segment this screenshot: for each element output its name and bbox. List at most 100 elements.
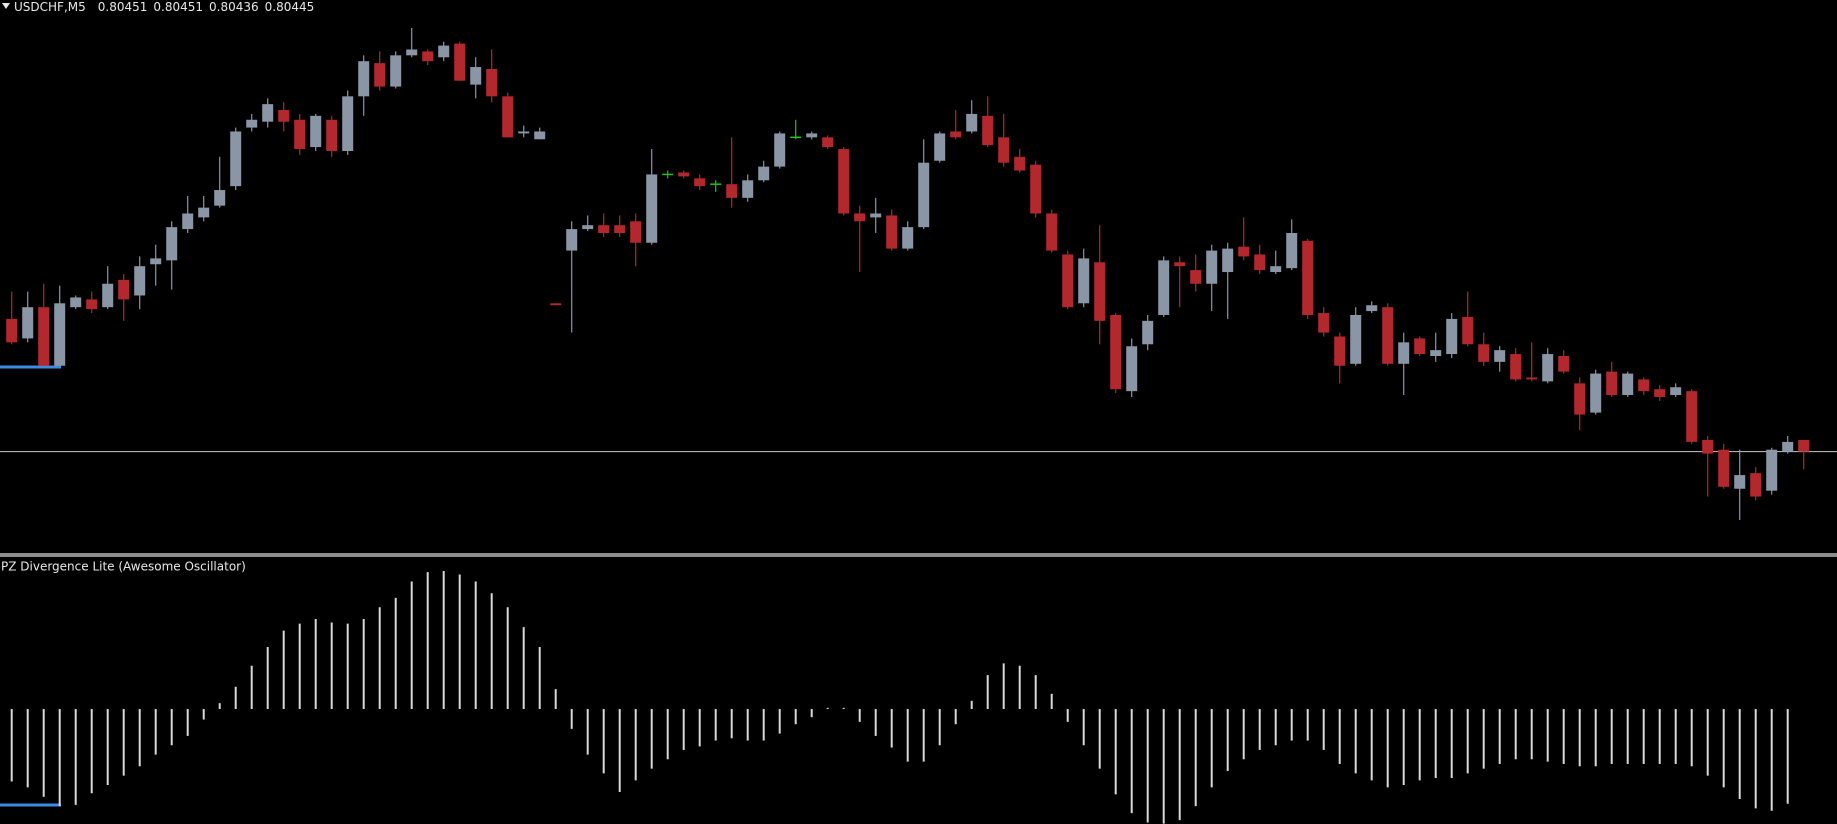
candle-body — [230, 131, 242, 187]
candle-body — [102, 283, 114, 308]
candle-body — [1334, 336, 1346, 366]
candle-body — [342, 96, 354, 151]
candle-body — [1478, 344, 1490, 362]
candle-body — [822, 137, 834, 148]
candle-body — [1254, 254, 1266, 271]
candle-body — [1414, 338, 1426, 355]
candle-body — [550, 303, 562, 306]
candle-body — [374, 63, 386, 87]
candle-body — [1702, 439, 1714, 454]
candle-body — [902, 227, 914, 249]
candle-body — [726, 184, 738, 198]
candle-body — [1494, 350, 1506, 362]
candle-body — [182, 213, 194, 230]
candle-body — [118, 279, 130, 300]
candle-body — [614, 225, 626, 233]
candle-body — [1638, 379, 1650, 392]
candle-body — [326, 119, 338, 151]
candle-body — [134, 266, 146, 296]
candle-body — [6, 318, 18, 343]
pane-separator — [0, 553, 1837, 557]
candle-body — [758, 166, 770, 181]
candle-body — [838, 149, 850, 214]
candle-body — [166, 227, 178, 261]
candle-body — [1286, 233, 1298, 269]
candle-body — [1302, 240, 1314, 315]
indicator-title: PZ Divergence Lite (Awesome Oscillator) — [1, 560, 246, 574]
candle-body — [1174, 262, 1186, 267]
candle-body — [1158, 260, 1170, 315]
candle-body — [966, 113, 978, 132]
candle-body — [38, 307, 50, 366]
symbol: USDCHF,M5 — [14, 0, 86, 14]
candle-body — [438, 45, 450, 58]
candle-body — [678, 172, 690, 177]
candle-body — [854, 213, 866, 222]
candle-body — [934, 133, 946, 161]
candle-body — [518, 131, 530, 134]
candle-body — [262, 104, 274, 122]
candle-body — [982, 115, 994, 146]
candle-body — [22, 307, 34, 339]
quote-low: 0.80436 — [209, 0, 259, 14]
candle-body — [1398, 342, 1410, 364]
candle-body — [950, 131, 962, 138]
candle-body — [1686, 391, 1698, 442]
candle-body — [1062, 254, 1074, 308]
candle-body — [1654, 389, 1666, 397]
candle-body — [310, 115, 322, 148]
candle-body — [358, 61, 370, 97]
candle-body — [1270, 266, 1282, 273]
candle-body — [1734, 475, 1746, 489]
candle-body — [1014, 156, 1026, 171]
candle-body — [1462, 316, 1474, 345]
candle-body — [598, 225, 610, 233]
candle-body — [86, 299, 98, 310]
candle-body — [406, 49, 418, 56]
candle-body — [1782, 441, 1794, 452]
candle-body — [694, 178, 706, 187]
candle-body — [806, 133, 818, 138]
candle-body — [422, 51, 434, 62]
candle-body — [1142, 320, 1154, 345]
candle-body — [1318, 313, 1330, 333]
candle-body — [70, 297, 82, 308]
quote-open: 0.80451 — [97, 0, 148, 14]
candle-body — [1030, 164, 1042, 214]
candle-body — [1558, 356, 1570, 372]
candle-body — [1190, 270, 1202, 284]
candle-body — [566, 229, 578, 251]
candle-body — [1078, 258, 1090, 304]
candle-body — [1574, 383, 1586, 415]
candle-body — [1590, 373, 1602, 413]
candle-body — [278, 110, 290, 122]
candle-body — [774, 133, 786, 167]
quote-close: 0.80445 — [264, 0, 315, 14]
candle-body — [1446, 318, 1458, 355]
candle-body — [582, 225, 594, 230]
candle-body — [1222, 248, 1234, 273]
candle-body — [1750, 473, 1762, 497]
candle-body — [54, 303, 66, 366]
candle-body — [870, 213, 882, 218]
candle-body — [1366, 305, 1378, 312]
candle-body — [1766, 449, 1778, 491]
candle-body — [150, 258, 162, 265]
candle-body — [294, 119, 306, 150]
candle-body — [246, 119, 258, 128]
candle-body — [998, 137, 1010, 163]
candle-body — [646, 174, 658, 243]
collapse-arrow[interactable] — [2, 3, 10, 9]
candle-body — [1622, 373, 1634, 396]
chart-header: USDCHF,M5 0.80451 0.80451 0.80436 0.8044… — [14, 0, 314, 14]
candle-body — [1126, 346, 1138, 392]
candle-body — [886, 215, 898, 249]
candle-body — [1606, 371, 1618, 396]
candle-body — [1094, 262, 1106, 321]
candle-body — [1798, 439, 1810, 452]
candle-body — [1542, 354, 1554, 382]
candle-body — [1046, 213, 1058, 251]
candle-body — [630, 221, 642, 243]
